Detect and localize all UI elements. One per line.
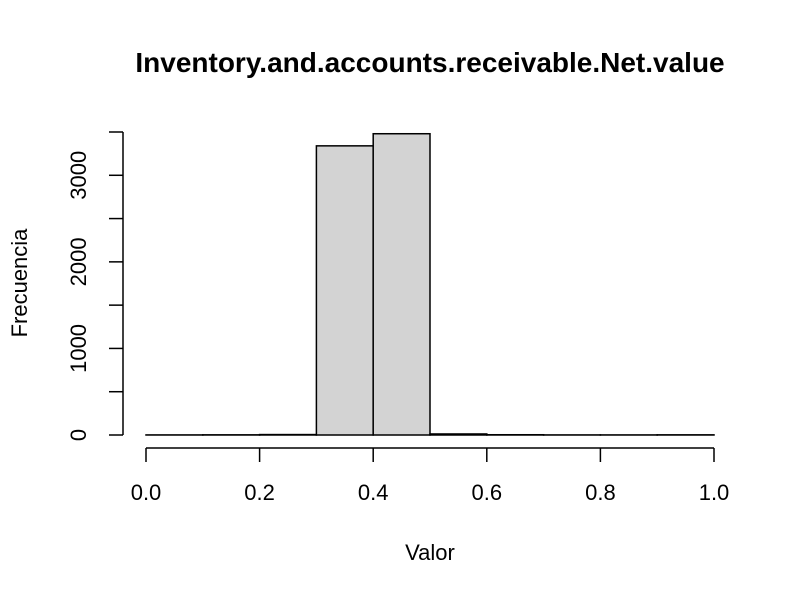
y-tick-label: 1000 [66, 324, 91, 373]
x-tick-label: 1.0 [699, 480, 730, 505]
bars-layer [145, 132, 715, 436]
x-tick-label: 0.2 [244, 480, 275, 505]
x-axis: 0.0 0.2 0.4 0.6 0.8 1.0 [131, 447, 730, 505]
histogram-bar [315, 145, 374, 436]
x-axis-label: Valor [405, 540, 455, 565]
x-tick-label: 0.4 [358, 480, 389, 505]
y-tick-label: 3000 [66, 151, 91, 200]
x-tick-label: 0.6 [472, 480, 503, 505]
y-axis-label: Frecuencia [7, 228, 32, 338]
y-tick-label: 0 [66, 429, 91, 441]
histogram-bar [429, 433, 488, 436]
y-tick-label: 2000 [66, 237, 91, 286]
x-tick-label: 0.0 [131, 480, 162, 505]
histogram-bar [372, 132, 431, 436]
y-axis: 0 1000 2000 3000 [66, 131, 124, 441]
x-tick-label: 0.8 [585, 480, 616, 505]
chart-title: Inventory.and.accounts.receivable.Net.va… [135, 47, 724, 78]
